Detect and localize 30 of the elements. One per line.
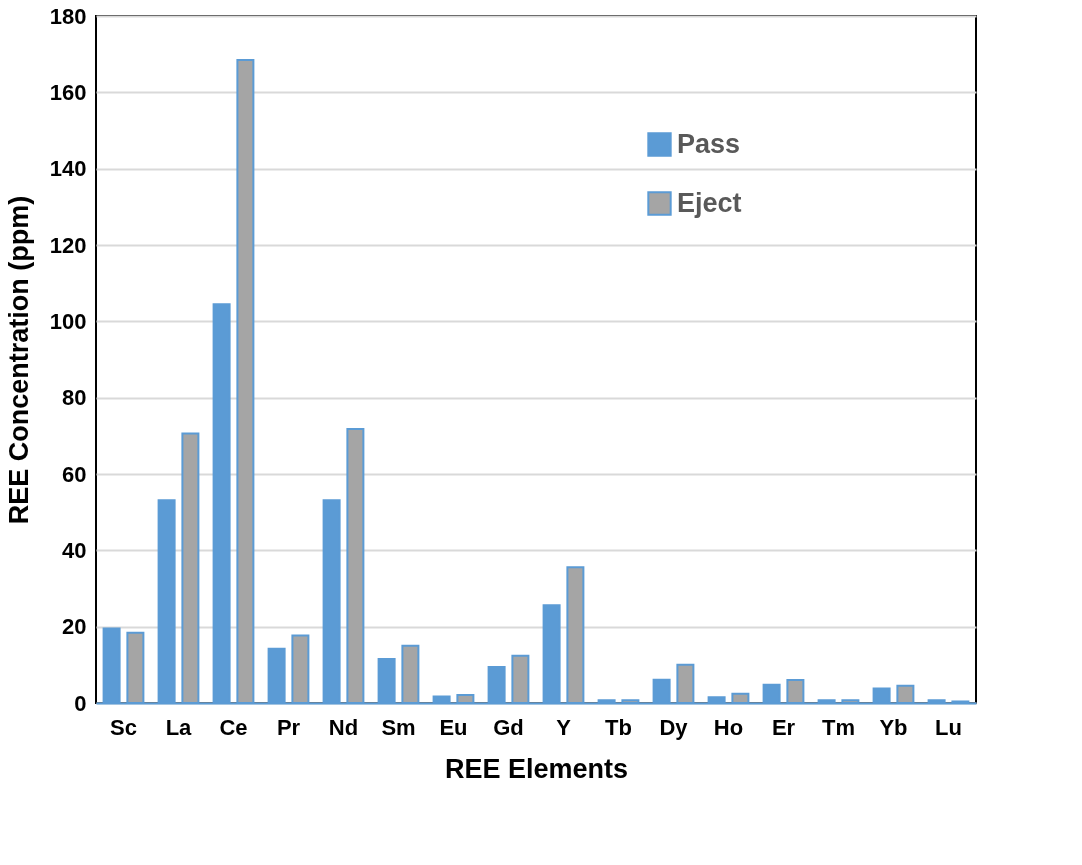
legend-label: Eject	[677, 187, 742, 218]
y-tick-label: 0	[74, 690, 87, 716]
x-tick-label: Tb	[605, 714, 632, 740]
y-tick-label: 160	[49, 79, 87, 105]
x-tick-label: Pr	[276, 714, 301, 740]
x-axis-title: REE Elements	[444, 753, 629, 784]
x-tick-label: Gd	[493, 714, 524, 740]
x-tick-label: Eu	[439, 714, 468, 740]
x-tick-label: Ho	[713, 714, 744, 740]
x-tick-label: Tm	[822, 714, 855, 740]
x-tick-label: Sm	[381, 714, 416, 740]
x-tick-label: Er	[771, 714, 796, 740]
x-tick-label: Dy	[659, 714, 689, 740]
x-tick-label: La	[165, 714, 193, 740]
x-tick-label: Ce	[219, 714, 248, 740]
y-axis-title: REE Concentration (ppm)	[3, 195, 34, 525]
y-tick-label: 20	[62, 614, 87, 640]
y-tick-label: 140	[49, 156, 87, 182]
y-tick-label: 40	[62, 537, 87, 563]
y-tick-label: 60	[62, 461, 87, 487]
x-tick-label: Yb	[879, 714, 908, 740]
x-tick-label: Nd	[328, 714, 359, 740]
x-tick-label: Y	[556, 714, 572, 740]
x-tick-label: Sc	[110, 714, 137, 740]
y-tick-label: 80	[62, 385, 87, 411]
y-tick-label: 120	[49, 232, 87, 258]
x-tick-label: Lu	[935, 714, 962, 740]
legend-label: Pass	[677, 128, 741, 159]
y-tick-label: 180	[49, 3, 87, 29]
y-tick-label: 100	[49, 308, 87, 334]
